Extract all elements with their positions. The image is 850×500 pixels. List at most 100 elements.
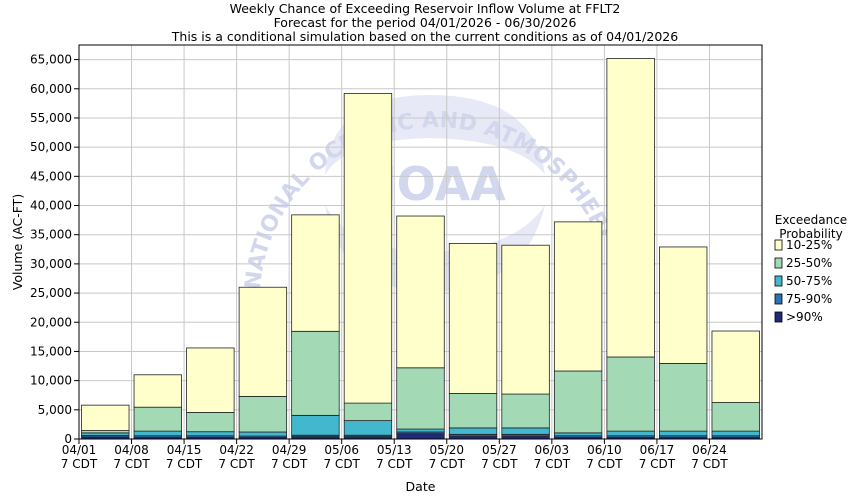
y-tick-label: 35,000 bbox=[30, 228, 72, 242]
y-tick-label: 60,000 bbox=[30, 82, 72, 96]
bar-stack bbox=[606, 58, 655, 440]
legend-label: 50-75% bbox=[786, 274, 832, 288]
x-tick-label-time: 7 CDT bbox=[481, 457, 518, 471]
bar-segment bbox=[396, 433, 445, 440]
y-tick-label: 10,000 bbox=[30, 374, 72, 388]
chart-title: Weekly Chance of Exceeding Reservoir Inf… bbox=[230, 1, 621, 16]
bar-segment bbox=[659, 363, 708, 432]
bar-segment bbox=[343, 420, 393, 436]
bar-segment bbox=[553, 221, 603, 372]
y-tick-label: 45,000 bbox=[30, 169, 72, 183]
bar-segment bbox=[501, 427, 550, 435]
bar-segment bbox=[238, 395, 288, 433]
bar-segment bbox=[501, 244, 550, 395]
bar-segment bbox=[291, 414, 340, 436]
bar-stack bbox=[238, 286, 288, 440]
x-tick-label-date: 06/03 bbox=[535, 443, 570, 457]
bars bbox=[81, 58, 760, 440]
bar-segment bbox=[186, 412, 235, 433]
y-tick-label: 5,000 bbox=[38, 403, 72, 417]
x-tick-label-date: 06/10 bbox=[587, 443, 622, 457]
bar-segment bbox=[291, 214, 340, 332]
legend-title-exceedance: Exceedance bbox=[775, 213, 847, 227]
x-tick-label-date: 04/22 bbox=[219, 443, 254, 457]
bar-segment bbox=[133, 406, 182, 432]
legend-items: 10-25% 25-50% 50-75% 75-90% >90% bbox=[774, 238, 832, 324]
bar-segment bbox=[396, 428, 445, 433]
bar-segment bbox=[133, 430, 182, 437]
bar-segment bbox=[396, 215, 445, 369]
y-axis-label: Volume (AC-FT) bbox=[10, 194, 25, 290]
bar-segment bbox=[291, 330, 340, 416]
y-tick-label: 65,000 bbox=[30, 53, 72, 67]
x-tick-label-time: 7 CDT bbox=[691, 457, 728, 471]
x-tick-label-time: 7 CDT bbox=[376, 457, 413, 471]
bar-segment bbox=[186, 431, 235, 437]
bar-stack bbox=[291, 214, 340, 440]
x-tick-label-date: 04/15 bbox=[167, 443, 202, 457]
bar-segment bbox=[553, 370, 603, 434]
bar-segment bbox=[448, 243, 498, 394]
bar-segment bbox=[186, 347, 235, 413]
x-tick-label-time: 7 CDT bbox=[534, 457, 571, 471]
x-tick-label-date: 06/24 bbox=[692, 443, 727, 457]
bar-segment bbox=[606, 58, 655, 358]
legend-label: >90% bbox=[786, 310, 823, 324]
x-tick-label-date: 04/01 bbox=[62, 443, 97, 457]
bar-stack bbox=[448, 243, 498, 440]
bar-stack bbox=[501, 244, 550, 440]
y-tick-label: 15,000 bbox=[30, 344, 72, 358]
x-tick-label-time: 7 CDT bbox=[218, 457, 255, 471]
legend-label: 10-25% bbox=[786, 238, 832, 252]
bar-segment bbox=[711, 402, 760, 432]
x-tick-label-time: 7 CDT bbox=[61, 457, 98, 471]
bar-stack bbox=[343, 93, 393, 440]
chart-subtitle-conditions: This is a conditional simulation based o… bbox=[171, 29, 678, 44]
bar-segment bbox=[133, 374, 182, 408]
bar-segment bbox=[711, 430, 760, 437]
legend-swatch bbox=[774, 311, 783, 323]
x-tick-label-date: 06/17 bbox=[640, 443, 675, 457]
x-tick-label-date: 04/08 bbox=[114, 443, 149, 457]
x-tick-label-date: 05/06 bbox=[324, 443, 359, 457]
bar-segment bbox=[448, 393, 498, 429]
y-tick-label: 50,000 bbox=[30, 140, 72, 154]
legend-swatch bbox=[774, 293, 783, 305]
plot-frame bbox=[78, 44, 763, 440]
x-tick-label-time: 7 CDT bbox=[586, 457, 623, 471]
legend-swatch bbox=[774, 239, 783, 251]
bar-segment bbox=[238, 431, 288, 437]
x-tick-label-time: 7 CDT bbox=[429, 457, 466, 471]
bar-stack bbox=[133, 374, 182, 440]
bar-segment bbox=[659, 246, 708, 364]
legend-swatch bbox=[774, 257, 783, 269]
bar-segment bbox=[553, 432, 603, 437]
legend-swatch bbox=[774, 275, 783, 287]
bar-segment bbox=[396, 367, 445, 430]
bar-segment bbox=[606, 430, 655, 437]
legend: Exceedance Probability 10-25% 25-50% 50-75… bbox=[774, 213, 847, 324]
y-tick-label: 20,000 bbox=[30, 315, 72, 329]
bar-stack bbox=[659, 246, 708, 440]
y-tick-label: 55,000 bbox=[30, 111, 72, 125]
bar-segment bbox=[711, 330, 760, 403]
x-tick-label-date: 05/20 bbox=[429, 443, 464, 457]
bar-stack bbox=[81, 404, 130, 440]
y-axis: 0 5,000 10,000 15,000 20,000 25,000 30,000 35,0… bbox=[30, 53, 79, 446]
bar-stack bbox=[186, 347, 235, 440]
bar-stack bbox=[553, 221, 603, 440]
x-tick-label-date: 04/29 bbox=[272, 443, 307, 457]
x-tick-label-date: 05/13 bbox=[377, 443, 412, 457]
y-tick-label: 40,000 bbox=[30, 199, 72, 213]
bar-stack bbox=[396, 215, 445, 440]
legend-label: 25-50% bbox=[786, 256, 832, 270]
x-tick-label-time: 7 CDT bbox=[639, 457, 676, 471]
bar-segment bbox=[343, 402, 393, 422]
bar-segment bbox=[238, 286, 288, 397]
y-tick-label: 0 bbox=[64, 432, 72, 446]
x-tick-label-date: 05/27 bbox=[482, 443, 517, 457]
bar-segment bbox=[448, 427, 498, 435]
y-tick-label: 30,000 bbox=[30, 257, 72, 271]
bar-stack bbox=[711, 330, 760, 440]
